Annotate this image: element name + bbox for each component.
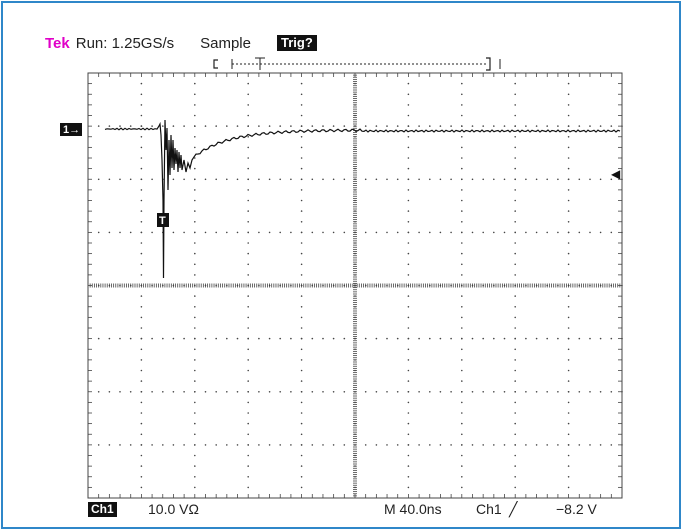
brand-label: Tek <box>45 34 70 52</box>
trigger-level-readout: −8.2 V <box>556 501 597 517</box>
trigger-position-label: T <box>159 215 166 227</box>
run-status: Run: 1.25GS/s <box>75 34 175 52</box>
scope-header: Tek Run: 1.25GS/s Sample Trig? <box>45 32 317 54</box>
trigger-level-arrow: ◀ <box>611 167 621 181</box>
channel-ground-marker: 1→ <box>60 123 82 136</box>
trigger-slope-icon: ╱ <box>509 501 518 517</box>
acquire-mode: Sample <box>200 34 251 52</box>
graticule <box>87 72 623 499</box>
channel-scale: 10.0 VΩ <box>148 501 199 517</box>
trigger-source: Ch1 <box>476 501 502 517</box>
trigger-position-marker: T <box>157 213 169 227</box>
timebase-readout: M 40.0ns <box>384 501 442 517</box>
record-bracket <box>213 57 501 71</box>
channel-badge: Ch1 <box>88 502 117 517</box>
waveform-trace <box>104 119 621 279</box>
trigger-status-badge: Trig? <box>276 35 317 51</box>
scope-footer: Ch1 10.0 VΩ M 40.0ns Ch1 ╱ −8.2 V <box>88 501 628 519</box>
channel-ground-label: 1→ <box>63 124 80 136</box>
